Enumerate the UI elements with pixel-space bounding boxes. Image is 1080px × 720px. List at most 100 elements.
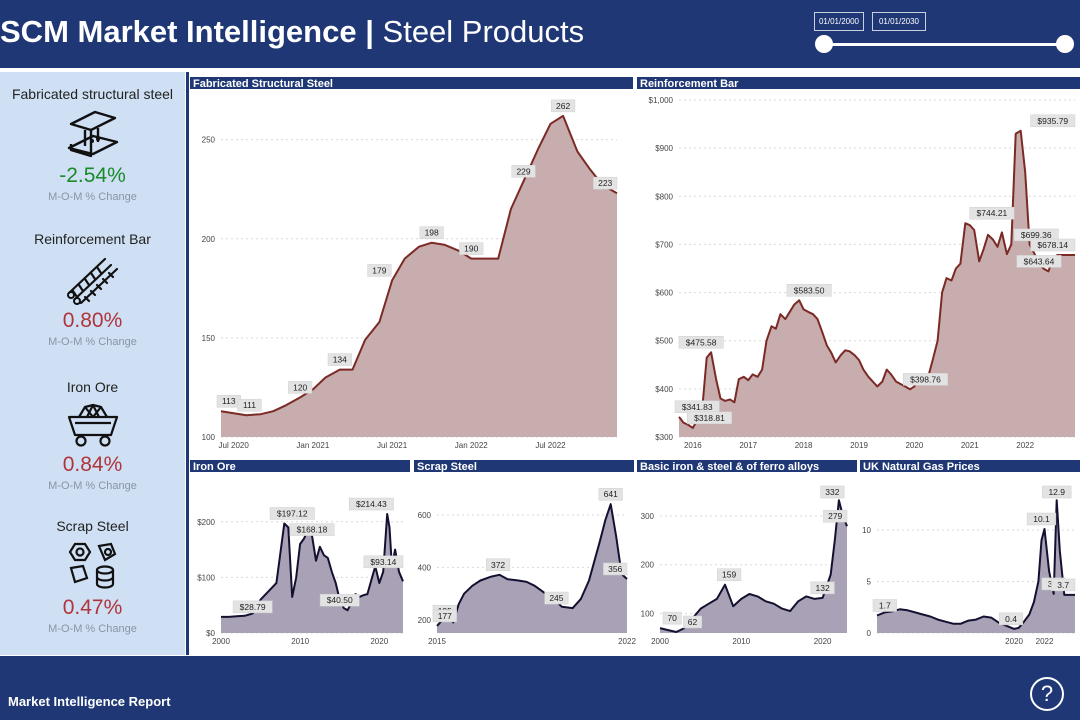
data-label-box bbox=[1030, 238, 1076, 252]
data-label-box bbox=[603, 562, 628, 576]
y-tick-label: $800 bbox=[655, 192, 673, 201]
ore-cart-icon bbox=[67, 403, 118, 447]
data-label: 198 bbox=[425, 228, 439, 238]
data-label-box bbox=[872, 599, 897, 612]
data-label-box bbox=[1030, 114, 1076, 128]
series-line bbox=[678, 129, 1075, 429]
footer-label: Market Intelligence Report bbox=[8, 694, 171, 709]
x-tick-label: Jan 2022 bbox=[455, 441, 488, 450]
kpi-iron-ore: Iron Ore 0.84% M-O-M % Change bbox=[0, 379, 185, 492]
chart-title-band bbox=[860, 460, 1080, 472]
data-label-box bbox=[319, 593, 360, 607]
data-label: 120 bbox=[293, 382, 307, 392]
series-area bbox=[679, 130, 1075, 438]
data-label: 111 bbox=[243, 400, 256, 410]
data-label-box bbox=[903, 373, 948, 386]
sidebar-divider bbox=[186, 72, 189, 655]
y-tick-label: 200 bbox=[202, 235, 216, 244]
x-tick-label: 2022 bbox=[618, 637, 636, 646]
date-slider-start-handle[interactable] bbox=[815, 35, 833, 53]
rebar-icon bbox=[66, 257, 118, 305]
date-slider-end-handle[interactable] bbox=[1056, 35, 1074, 53]
data-label: 332 bbox=[825, 487, 839, 497]
chart-title-band bbox=[637, 77, 1080, 89]
data-label-box bbox=[687, 411, 732, 425]
data-label-box bbox=[1051, 578, 1076, 592]
x-tick-label: Jul 2021 bbox=[377, 441, 408, 450]
data-label-box bbox=[823, 509, 848, 523]
y-tick-label: $300 bbox=[655, 433, 673, 442]
x-tick-label: 2018 bbox=[795, 441, 813, 450]
date-slider-track[interactable] bbox=[824, 43, 1065, 46]
kpi-subtitle: M-O-M % Change bbox=[48, 191, 137, 203]
date-end-input[interactable]: 01/01/2030 bbox=[872, 12, 926, 31]
data-label-box bbox=[367, 264, 392, 277]
data-label: $643.64 bbox=[1024, 256, 1055, 266]
data-label: 229 bbox=[516, 166, 530, 176]
data-label: 372 bbox=[491, 560, 505, 570]
y-tick-label: $200 bbox=[197, 518, 215, 527]
kpi-value: -2.54% bbox=[59, 164, 126, 187]
date-start-input[interactable]: 01/01/2000 bbox=[814, 12, 864, 31]
y-tick-label: 150 bbox=[202, 334, 216, 343]
data-label-box bbox=[289, 523, 335, 536]
chart-title: Reinforcement Bar bbox=[640, 78, 739, 90]
data-label: $40.50 bbox=[327, 595, 353, 605]
data-label-box bbox=[551, 99, 576, 113]
x-tick-label: 2020 bbox=[905, 441, 923, 450]
data-label-box bbox=[598, 487, 623, 501]
series-line bbox=[221, 513, 404, 618]
data-label-box bbox=[348, 497, 394, 511]
data-label-box bbox=[486, 558, 511, 572]
data-label: 113 bbox=[222, 396, 236, 406]
data-label-box bbox=[363, 555, 404, 569]
data-label: $28.79 bbox=[240, 602, 266, 612]
kpi-subtitle: M-O-M % Change bbox=[48, 623, 137, 635]
data-label: 159 bbox=[722, 570, 736, 580]
data-label-box bbox=[1016, 255, 1062, 268]
kpi-title: Fabricated structural steel bbox=[11, 86, 174, 102]
page-title: SCM Market Intelligence | Steel Products bbox=[0, 10, 584, 54]
chart-title: Scrap Steel bbox=[417, 461, 477, 473]
scrap-parts-icon bbox=[68, 542, 116, 589]
data-label: 245 bbox=[549, 593, 563, 603]
data-label-box bbox=[232, 600, 273, 614]
data-label-box bbox=[1042, 485, 1072, 499]
title-subtitle: Steel Products bbox=[382, 14, 585, 49]
series-area bbox=[221, 115, 617, 438]
data-label-box bbox=[269, 507, 315, 520]
data-label: 279 bbox=[828, 511, 842, 521]
data-label-box bbox=[288, 381, 313, 394]
data-label: 1.7 bbox=[879, 600, 891, 610]
data-label: $935.79 bbox=[1037, 116, 1068, 126]
x-tick-label: 2022 bbox=[1036, 637, 1054, 646]
y-tick-label: 200 bbox=[641, 561, 655, 570]
chart-title: UK Natural Gas Prices bbox=[863, 461, 980, 473]
header-bar bbox=[0, 0, 1080, 66]
data-label: 223 bbox=[598, 178, 612, 188]
y-tick-label: $700 bbox=[655, 240, 673, 249]
data-label: 132 bbox=[816, 583, 830, 593]
kpi-subtitle: M-O-M % Change bbox=[48, 336, 137, 348]
data-label: $318.81 bbox=[694, 413, 725, 423]
chart-title: Basic iron & steel & of ferro alloys bbox=[640, 461, 819, 473]
kpi-value: 0.80% bbox=[62, 309, 123, 332]
data-label-box bbox=[432, 609, 457, 623]
x-tick-label: 2019 bbox=[850, 441, 868, 450]
data-label: 10.1 bbox=[1033, 514, 1050, 524]
title-bold: SCM Market Intelligence bbox=[0, 14, 357, 49]
chart-title: Fabricated Structural Steel bbox=[193, 78, 333, 90]
data-label: 70 bbox=[667, 613, 677, 623]
data-label-box bbox=[459, 242, 484, 255]
data-label-box bbox=[544, 591, 569, 605]
data-label: 3.7 bbox=[1057, 580, 1069, 590]
y-tick-label: $0 bbox=[206, 629, 215, 638]
help-button[interactable]: ? bbox=[1030, 677, 1064, 711]
data-label: $398.76 bbox=[910, 374, 941, 384]
y-tick-label: $500 bbox=[655, 337, 673, 346]
kpi-value: 0.47% bbox=[62, 596, 123, 619]
data-label: $744.21 bbox=[977, 208, 1008, 218]
data-label: 262 bbox=[556, 101, 570, 111]
series-area bbox=[437, 504, 627, 633]
